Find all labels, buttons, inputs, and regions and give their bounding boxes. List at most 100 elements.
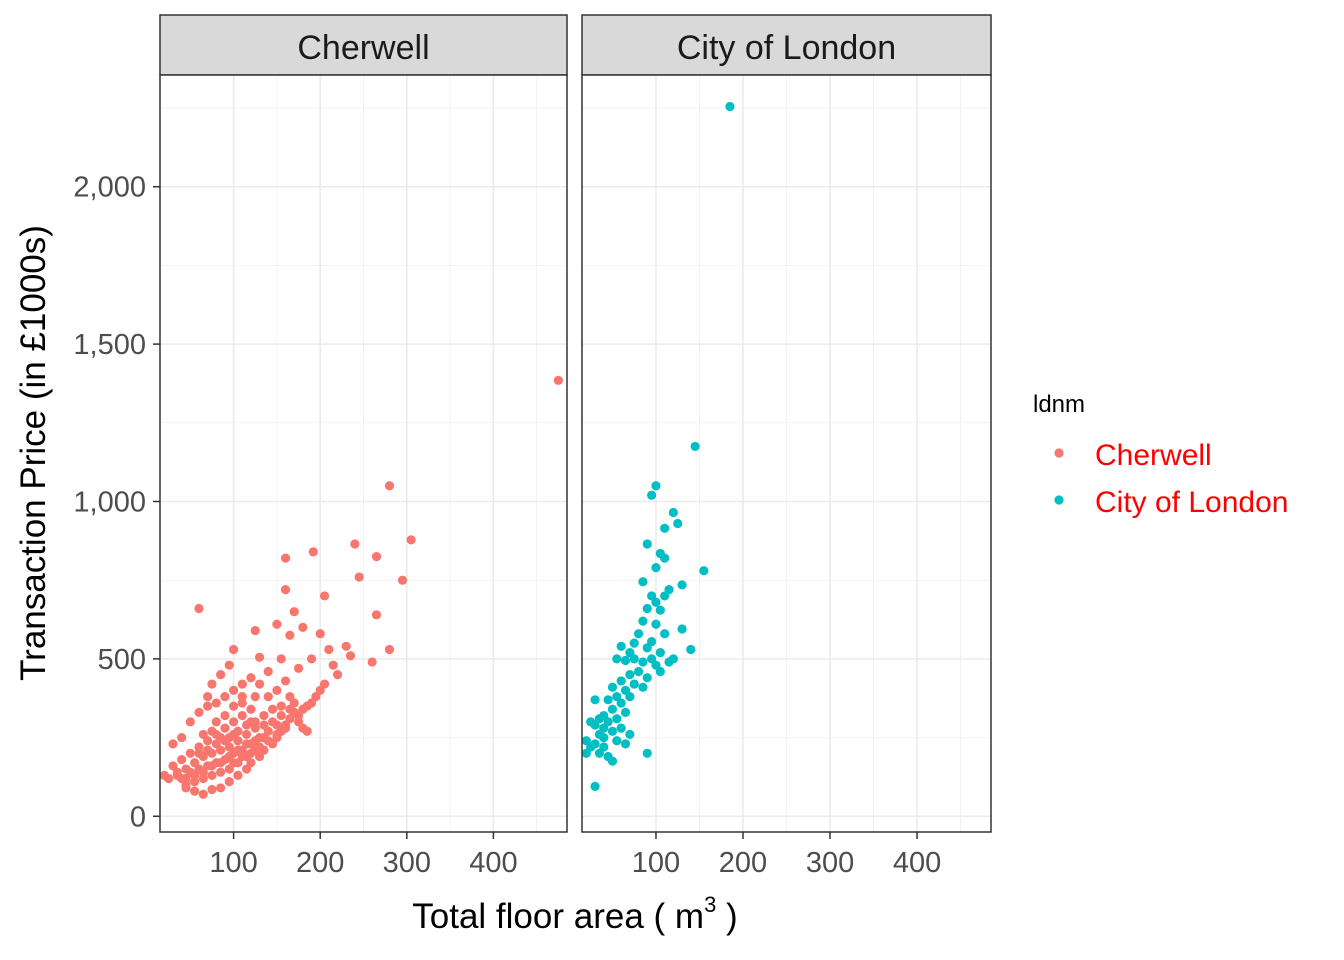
data-point <box>581 748 591 758</box>
data-point <box>168 761 178 771</box>
y-axis: 0 500 1,000 1,500 2,000 <box>73 172 160 833</box>
data-point <box>233 770 243 780</box>
data-point <box>315 629 325 639</box>
facet-panel-city-of-london: City of London <box>581 14 992 833</box>
data-point <box>629 654 639 664</box>
facet-panel-cherwell: Cherwell <box>159 14 568 833</box>
data-point <box>272 729 282 740</box>
x-axis-cherwell: 100 200 300 400 <box>209 832 518 879</box>
data-point <box>367 657 377 667</box>
data-point <box>350 539 360 549</box>
data-point <box>699 566 709 576</box>
data-point <box>625 729 635 740</box>
data-point <box>625 670 635 680</box>
data-point <box>586 717 596 727</box>
data-point <box>246 748 256 758</box>
data-point <box>229 717 239 727</box>
data-point <box>211 698 221 708</box>
data-point <box>660 523 670 533</box>
x-tick-label: 300 <box>806 847 854 879</box>
data-point <box>642 643 652 653</box>
data-point <box>207 784 217 795</box>
data-point <box>229 758 239 768</box>
data-point <box>616 698 626 708</box>
data-point <box>237 679 247 689</box>
data-point <box>293 663 304 673</box>
data-point <box>311 692 321 702</box>
data-point <box>660 553 670 563</box>
data-point <box>181 783 191 793</box>
data-point <box>250 625 260 636</box>
data-point <box>259 720 269 730</box>
data-point <box>190 786 200 796</box>
data-point <box>590 781 600 791</box>
data-point <box>229 729 239 740</box>
points-city-of-london <box>581 101 735 791</box>
data-point <box>642 748 652 758</box>
points-cherwell <box>159 375 563 799</box>
data-point <box>690 441 700 452</box>
data-point <box>280 676 291 686</box>
x-axis-title: Total floor area ( m3 ) <box>412 892 737 936</box>
data-point <box>677 580 687 590</box>
data-point <box>159 770 169 780</box>
data-point <box>272 685 282 695</box>
data-point <box>651 597 661 607</box>
x-tick-label: 200 <box>296 847 344 879</box>
data-point <box>289 698 299 708</box>
data-point <box>194 742 204 752</box>
data-point <box>616 641 626 651</box>
data-point <box>302 726 312 736</box>
data-point <box>406 535 416 545</box>
x-tick-label: 100 <box>632 847 680 879</box>
data-point <box>237 710 247 721</box>
data-point <box>620 655 631 666</box>
data-point <box>237 751 247 762</box>
data-point <box>616 723 626 733</box>
data-point <box>655 666 665 677</box>
x-axis-city-of-london: 100 200 300 400 <box>632 832 941 879</box>
data-point <box>229 644 239 655</box>
y-tick-label: 1,500 <box>73 329 146 361</box>
data-point <box>607 726 618 736</box>
data-point <box>332 670 343 680</box>
data-point <box>285 630 295 640</box>
data-point <box>345 651 356 661</box>
legend: ldnm Cherwell City of London <box>1033 391 1288 519</box>
data-point <box>207 726 217 736</box>
data-point <box>638 682 648 692</box>
data-point <box>397 575 408 585</box>
data-point <box>198 789 208 799</box>
data-point <box>371 610 382 620</box>
data-point <box>267 717 278 727</box>
data-point <box>194 707 204 717</box>
data-point <box>633 666 644 677</box>
data-point <box>194 748 204 758</box>
data-point <box>594 748 605 758</box>
data-point <box>319 679 330 689</box>
data-point <box>190 777 200 787</box>
data-point <box>237 698 247 708</box>
data-point <box>298 622 308 633</box>
data-point <box>607 756 618 766</box>
data-point <box>651 563 661 573</box>
strip-label-city-of-london: City of London <box>677 29 896 67</box>
data-point <box>259 710 269 721</box>
data-point <box>276 710 286 721</box>
strip-label-cherwell: Cherwell <box>297 29 429 67</box>
data-point <box>207 770 217 780</box>
data-point <box>276 701 286 711</box>
data-point <box>629 679 639 689</box>
data-point <box>229 685 239 695</box>
data-point <box>254 679 265 689</box>
data-point <box>280 723 291 733</box>
data-point <box>263 692 273 702</box>
data-point <box>612 714 622 724</box>
data-point <box>642 539 652 549</box>
data-point <box>216 783 226 793</box>
data-point <box>194 603 204 614</box>
y-tick-label: 1,000 <box>73 487 146 519</box>
data-point <box>633 629 644 639</box>
data-point <box>616 676 626 686</box>
